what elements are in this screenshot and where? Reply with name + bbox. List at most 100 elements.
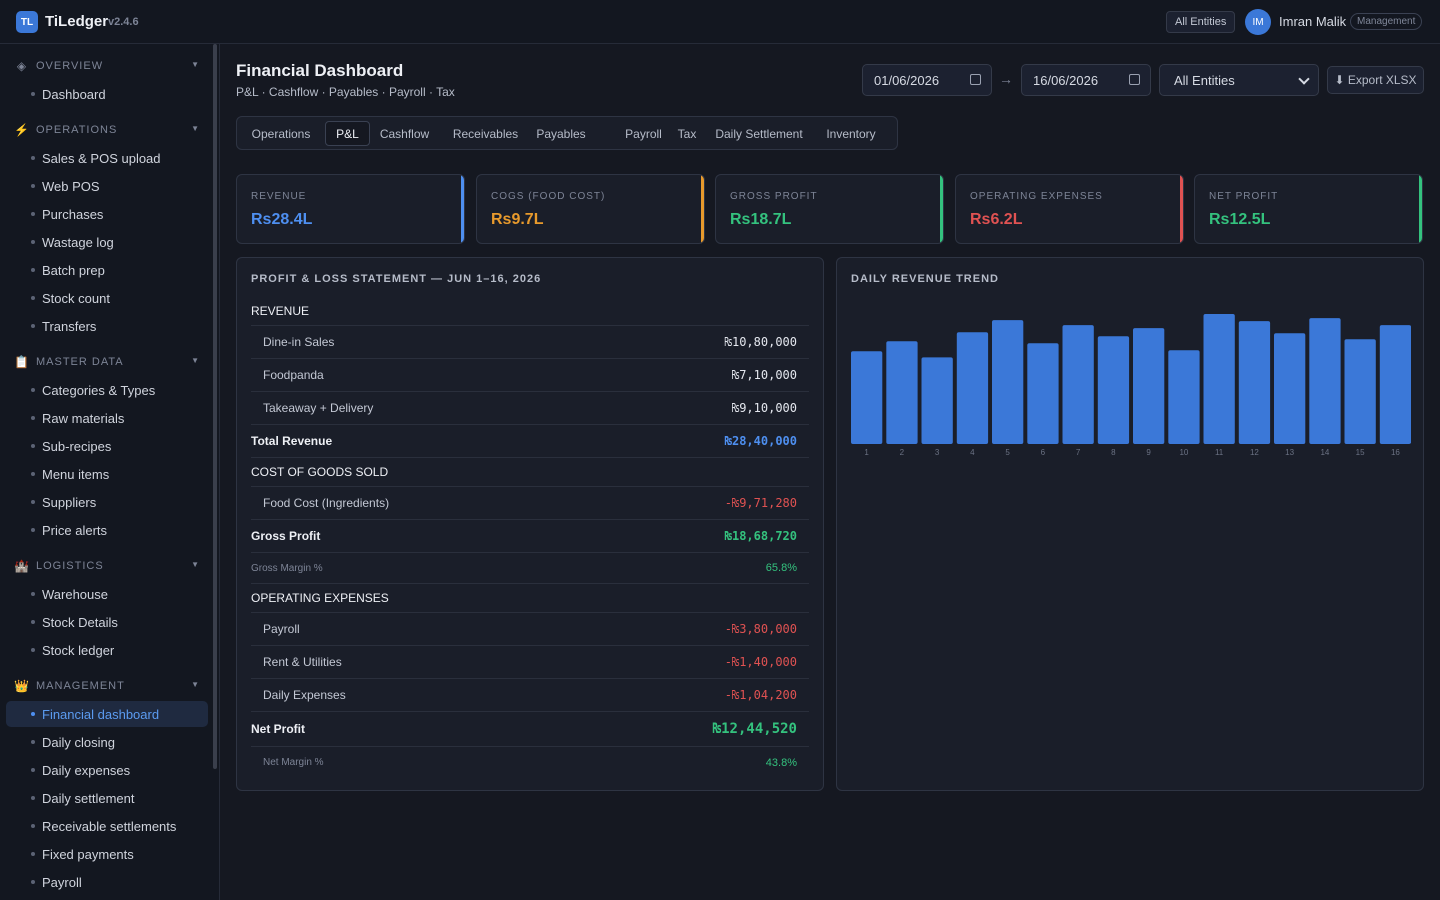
sidebar-item-label: Daily expenses bbox=[42, 762, 131, 778]
sidebar-section-overview[interactable]: ◈ OVERVIEW ▼ bbox=[14, 57, 204, 75]
tab-payables[interactable]: Payables bbox=[536, 126, 586, 141]
lightning-icon: ⚡ bbox=[14, 123, 30, 137]
chevron-down-icon[interactable]: ▼ bbox=[191, 124, 200, 133]
bar-day-2[interactable] bbox=[886, 341, 918, 444]
tab-p-l[interactable]: P&L bbox=[325, 121, 370, 146]
app-version: v2.4.6 bbox=[108, 16, 139, 28]
bar-day-1[interactable] bbox=[851, 351, 883, 444]
bar-day-16[interactable] bbox=[1379, 325, 1411, 444]
avatar[interactable]: IM bbox=[1245, 9, 1271, 35]
sidebar-item-stock-count[interactable]: Stock count bbox=[6, 285, 208, 311]
date-from-input[interactable]: 01/06/2026 bbox=[862, 64, 992, 96]
sidebar-item-sub-recipes[interactable]: Sub-recipes bbox=[6, 433, 208, 459]
bar-day-5[interactable] bbox=[992, 320, 1024, 444]
sidebar-item-label: Raw materials bbox=[42, 410, 125, 426]
sidebar-section-operations[interactable]: ⚡ OPERATIONS ▼ bbox=[14, 121, 204, 139]
pl-row-value: -₨3,80,000 bbox=[724, 622, 797, 636]
sidebar-item-payroll[interactable]: Payroll bbox=[6, 869, 208, 895]
kpi-label: COGS (FOOD COST) bbox=[491, 191, 606, 202]
sidebar-item-menu-items[interactable]: Menu items bbox=[6, 461, 208, 487]
export-xlsx-button[interactable]: ⬇ Export XLSX bbox=[1327, 66, 1424, 94]
entity-select[interactable]: All Entities bbox=[1159, 64, 1319, 96]
bullet-icon bbox=[31, 648, 35, 652]
chevron-down-icon[interactable]: ▼ bbox=[191, 356, 200, 365]
pl-row-label: Gross Margin % bbox=[251, 562, 323, 574]
bar-day-9[interactable] bbox=[1133, 328, 1165, 444]
tab-inventory[interactable]: Inventory bbox=[826, 126, 876, 141]
tab-cashflow[interactable]: Cashflow bbox=[379, 126, 430, 141]
sidebar-section-title: MASTER DATA bbox=[36, 356, 124, 368]
bar-day-12[interactable] bbox=[1238, 321, 1271, 444]
chevron-down-icon[interactable]: ▼ bbox=[191, 560, 200, 569]
sidebar-section-master-data[interactable]: 📋 MASTER DATA ▼ bbox=[14, 353, 204, 371]
sidebar-item-stock-ledger[interactable]: Stock ledger bbox=[6, 637, 208, 663]
sidebar-item-financial-dashboard[interactable]: Financial dashboard bbox=[6, 701, 208, 727]
pl-row-label: Dine-in Sales bbox=[263, 335, 335, 349]
sidebar-item-purchases[interactable]: Purchases bbox=[6, 201, 208, 227]
x-tick-label: 14 bbox=[1320, 448, 1329, 457]
sidebar-section-logistics[interactable]: 🏰 LOGISTICS ▼ bbox=[14, 557, 204, 575]
sidebar-item-dashboard[interactable]: Dashboard bbox=[6, 81, 208, 107]
bar-day-13[interactable] bbox=[1274, 333, 1306, 444]
sidebar-item-suppliers[interactable]: Suppliers bbox=[6, 489, 208, 515]
sidebar-item-receivable-settlements[interactable]: Receivable settlements bbox=[6, 813, 208, 839]
sidebar-item-daily-expenses[interactable]: Daily expenses bbox=[6, 757, 208, 783]
pl-row-value: -₨1,04,200 bbox=[724, 688, 797, 702]
entity-chip[interactable]: All Entities bbox=[1166, 11, 1236, 33]
app-name[interactable]: TiLedger bbox=[45, 13, 109, 30]
tab-receivables[interactable]: Receivables bbox=[452, 126, 519, 141]
kpi-label: GROSS PROFIT bbox=[730, 191, 818, 202]
pl-row-value: ₨7,10,000 bbox=[731, 368, 797, 382]
chevron-down-icon[interactable]: ▼ bbox=[191, 680, 200, 689]
pl-statement-panel: PROFIT & LOSS STATEMENT — JUN 1–16, 2026… bbox=[236, 257, 824, 791]
bar-day-3[interactable] bbox=[921, 357, 953, 444]
tab-tax[interactable]: Tax bbox=[677, 126, 697, 141]
user-name[interactable]: Imran Malik bbox=[1279, 14, 1347, 29]
sidebar-item-batch-prep[interactable]: Batch prep bbox=[6, 257, 208, 283]
pl-row-rent-utilities: Rent & Utilities -₨1,40,000 bbox=[251, 646, 809, 679]
chart-title: DAILY REVENUE TREND bbox=[851, 273, 999, 285]
bar-day-14[interactable] bbox=[1309, 318, 1341, 444]
sidebar-item-price-alerts[interactable]: Price alerts bbox=[6, 517, 208, 543]
sidebar-item-daily-closing[interactable]: Daily closing bbox=[6, 729, 208, 755]
sidebar-item-fixed-payments[interactable]: Fixed payments bbox=[6, 841, 208, 867]
sidebar-section-management[interactable]: 👑 MANAGEMENT ▼ bbox=[14, 677, 204, 695]
sidebar-item-warehouse[interactable]: Warehouse bbox=[6, 581, 208, 607]
bullet-icon bbox=[31, 416, 35, 420]
kpi-value: Rs6.2L bbox=[970, 211, 1023, 228]
sidebar-item-transfers[interactable]: Transfers bbox=[6, 313, 208, 339]
kpi-card-gross-profit: GROSS PROFIT Rs18.7L bbox=[715, 174, 944, 244]
sidebar-item-wastage-log[interactable]: Wastage log bbox=[6, 229, 208, 255]
bar-day-6[interactable] bbox=[1027, 343, 1059, 444]
sidebar-item-categories-types[interactable]: Categories & Types bbox=[6, 377, 208, 403]
chevron-down-icon[interactable]: ▼ bbox=[191, 60, 200, 69]
bullet-icon bbox=[31, 156, 35, 160]
bar-day-8[interactable] bbox=[1097, 336, 1130, 444]
bar-day-15[interactable] bbox=[1344, 339, 1376, 444]
sidebar-scrollbar[interactable] bbox=[213, 44, 217, 769]
tab-operations[interactable]: Operations bbox=[251, 126, 311, 141]
sidebar-item-sales-pos-upload[interactable]: Sales & POS upload bbox=[6, 145, 208, 171]
bullet-icon bbox=[31, 880, 35, 884]
sidebar-item-stock-details[interactable]: Stock Details bbox=[6, 609, 208, 635]
tab-payroll[interactable]: Payroll bbox=[625, 126, 662, 141]
pl-statement-title: PROFIT & LOSS STATEMENT — JUN 1–16, 2026 bbox=[251, 273, 542, 285]
tab-daily-settlement[interactable]: Daily Settlement bbox=[715, 126, 803, 141]
pl-row-payroll: Payroll -₨3,80,000 bbox=[251, 613, 809, 646]
bar-day-10[interactable] bbox=[1168, 350, 1200, 444]
sidebar-item-label: Purchases bbox=[42, 206, 104, 222]
sidebar-item-web-pos[interactable]: Web POS bbox=[6, 173, 208, 199]
calendar-icon[interactable] bbox=[1129, 74, 1140, 85]
sidebar-item-label: Wastage log bbox=[42, 234, 114, 250]
calendar-icon[interactable] bbox=[970, 74, 981, 85]
bar-day-11[interactable] bbox=[1203, 314, 1235, 444]
app-logo[interactable]: TL bbox=[16, 11, 38, 33]
pl-row-label: Food Cost (Ingredients) bbox=[263, 496, 390, 510]
pl-row-label: Payroll bbox=[263, 622, 300, 636]
sidebar-item-label: Fixed payments bbox=[42, 846, 134, 862]
sidebar-item-raw-materials[interactable]: Raw materials bbox=[6, 405, 208, 431]
bar-day-4[interactable] bbox=[956, 332, 989, 444]
sidebar-item-daily-settlement[interactable]: Daily settlement bbox=[6, 785, 208, 811]
date-to-input[interactable]: 16/06/2026 bbox=[1021, 64, 1151, 96]
bar-day-7[interactable] bbox=[1062, 325, 1094, 444]
